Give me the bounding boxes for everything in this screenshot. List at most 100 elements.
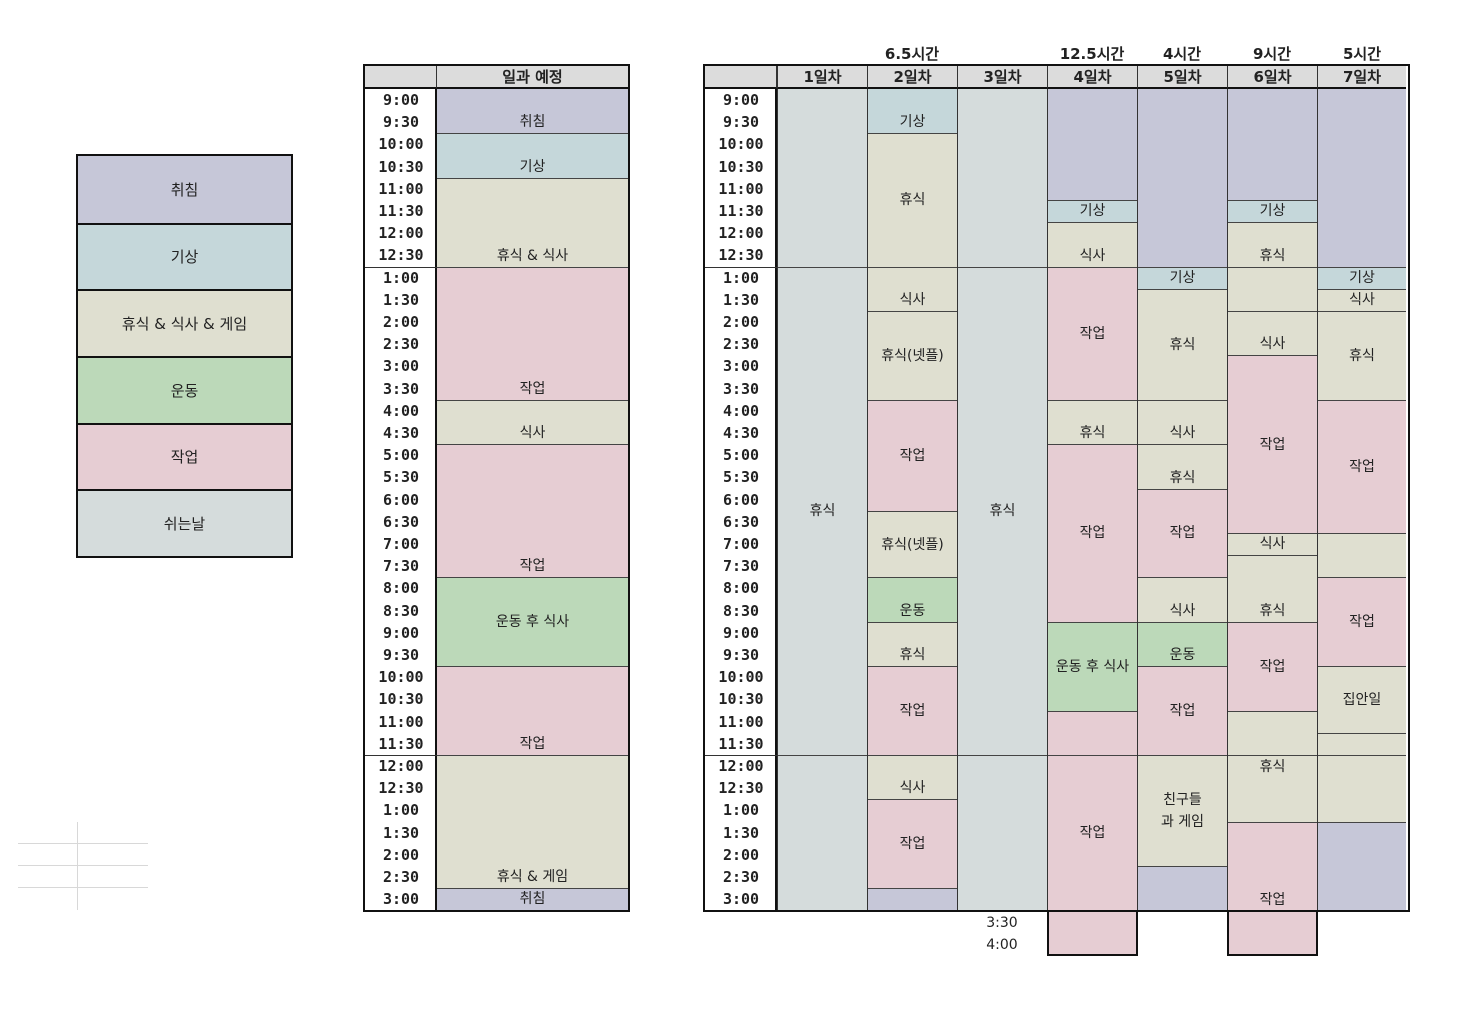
time-label: 11:30 [378, 734, 424, 753]
time-label: 2:30 [722, 335, 760, 354]
time-label: 6:00 [382, 490, 420, 509]
day-hours-total [957, 44, 1047, 64]
time-label: 4:00 [382, 401, 420, 420]
time-label: 10:30 [718, 690, 764, 709]
time-label: 9:00 [722, 623, 760, 642]
time-label: 2:00 [722, 845, 760, 864]
time-label: 12:00 [718, 757, 764, 776]
day-hours-total: 9시간 [1252, 45, 1292, 63]
time-label: 1:00 [722, 801, 760, 820]
schedule-block-empty [1138, 866, 1227, 911]
grid-fragment-v [77, 822, 78, 910]
time-label: 11:00 [378, 712, 424, 731]
day-hours-total: 4시간 [1162, 45, 1202, 63]
schedule-block-empty [1048, 710, 1137, 755]
grid-fragment-h [18, 865, 148, 866]
week-time-column: 9:00 9:30 10:00 10:30 11:00 11:30 12:00 12:30 1:… [705, 89, 777, 910]
schedule-block: 식사 [868, 755, 957, 800]
time-divider [705, 755, 777, 756]
time-label: 10:30 [718, 157, 764, 176]
schedule-block-empty [1318, 533, 1406, 578]
time-divider [365, 266, 437, 268]
schedule-block: 기상 [1048, 200, 1137, 223]
schedule-block-empty [1048, 89, 1137, 200]
schedule-block-empty [1228, 710, 1317, 755]
schedule-block: 운동 [868, 577, 957, 622]
schedule-block: 작업 [868, 799, 957, 889]
time-label: 1:30 [722, 290, 760, 309]
schedule-block: 식사 [1048, 222, 1137, 267]
time-label: 12:30 [718, 246, 764, 265]
schedule-block-overflow [1047, 912, 1138, 957]
time-label: 3:30 [382, 379, 420, 398]
schedule-block: 휴식 [1138, 444, 1227, 489]
time-label: 5:30 [722, 468, 760, 487]
schedule-block: 휴식 & 식사 [437, 177, 628, 267]
time-label: 1:00 [722, 268, 760, 287]
schedule-block: 휴식(넷플) [868, 510, 957, 578]
time-label: 7:30 [722, 557, 760, 576]
schedule-block: 휴식 [868, 621, 957, 667]
time-label: 3:00 [382, 890, 420, 909]
time-label: 6:30 [382, 512, 420, 531]
time-label: 11:30 [718, 202, 764, 221]
schedule-block: 취침 [437, 89, 628, 134]
time-label: 3:00 [722, 890, 760, 909]
time-label: 11:00 [718, 712, 764, 731]
plan-header: 일과 예정 [437, 66, 628, 89]
time-divider [365, 755, 437, 756]
schedule-block: 휴식 [1318, 311, 1406, 400]
day-header: 5일차 [1137, 66, 1227, 89]
schedule-block: 휴식 [1228, 755, 1317, 822]
time-label: 12:00 [378, 224, 424, 243]
plan-blocks: 취침 기상 휴식 & 식사 작업 식사 작업 운동 후 식사 작업 휴식 & 게임 취침 [437, 89, 628, 911]
time-label: 9:30 [382, 646, 420, 665]
schedule-block: 기상 [1228, 200, 1317, 223]
time-label: 8:00 [382, 579, 420, 598]
schedule-block-empty [1228, 266, 1317, 311]
schedule-block-empty [1138, 89, 1227, 267]
time-label: 1:30 [382, 290, 420, 309]
time-label: 9:00 [382, 91, 420, 110]
plan-time-header [365, 66, 437, 89]
schedule-block: 기상 [1318, 266, 1406, 289]
time-label: 2:30 [722, 868, 760, 887]
time-label: 10:00 [718, 668, 764, 687]
day-header: 6일차 [1227, 66, 1317, 89]
time-label: 6:00 [722, 490, 760, 509]
time-label: 1:00 [382, 801, 420, 820]
schedule-block: 식사 [1228, 311, 1317, 356]
time-label: 5:30 [382, 468, 420, 487]
schedule-block: 식사 [1228, 533, 1317, 556]
schedule-block: 휴식 [868, 133, 957, 267]
schedule-block: 작업 [437, 666, 628, 755]
time-label: 10:00 [378, 668, 424, 687]
day-header: 2일차 [867, 66, 957, 89]
time-label: 12:30 [378, 779, 424, 798]
legend-item: 작업 [78, 422, 291, 490]
time-label: 9:30 [722, 113, 760, 132]
schedule-block: 기상 [1138, 266, 1227, 289]
time-label: 12:30 [718, 779, 764, 798]
legend-item: 기상 [78, 222, 291, 290]
schedule-block-overflow [1227, 912, 1318, 957]
time-label: 4:30 [722, 424, 760, 443]
time-label: 11:30 [378, 202, 424, 221]
schedule-block: 휴식 & 게임 [437, 755, 628, 889]
time-label: 8:00 [722, 579, 760, 598]
schedule-block: 휴식 [778, 266, 867, 755]
time-divider [705, 266, 777, 268]
time-label: 12:00 [718, 224, 764, 243]
time-label: 7:30 [382, 557, 420, 576]
day-column: 기상 휴식 식사 휴식 작업 식사 운동 작업 친구들과 게임 [1137, 89, 1227, 911]
time-label: 4:30 [382, 424, 420, 443]
schedule-block-empty [958, 755, 1047, 911]
legend-item: 운동 [78, 356, 291, 423]
time-label: 3:30 [722, 379, 760, 398]
time-label: 2:00 [722, 313, 760, 332]
time-label: 3:00 [382, 357, 420, 376]
schedule-block: 식사 [1318, 288, 1406, 311]
time-label: 2:00 [382, 313, 420, 332]
time-label: 2:30 [382, 868, 420, 887]
schedule-block: 운동 후 식사 [1048, 621, 1137, 711]
